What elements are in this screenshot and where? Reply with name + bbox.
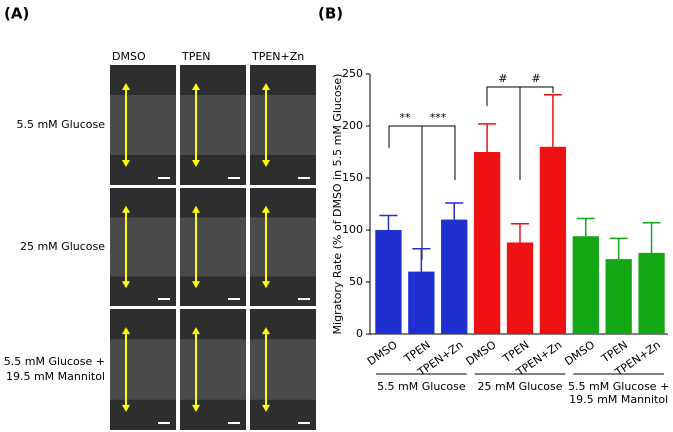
row-label: 5.5 mM Glucose + — [4, 355, 105, 368]
wound-gap — [110, 217, 176, 277]
significance: # — [498, 72, 507, 85]
significance: ** — [400, 111, 412, 124]
x-tick-label: DMSO — [365, 338, 400, 368]
row-label: 19.5 mM Mannitol — [6, 370, 105, 383]
bracket — [486, 86, 521, 180]
panel-label: (B) — [318, 5, 343, 23]
y-axis-label: Migratory Rate (% of DMSO in 5.5 mM Gluc… — [331, 74, 344, 335]
bracket — [422, 125, 456, 180]
bar — [441, 219, 468, 334]
bar — [605, 259, 632, 334]
wound-gap — [180, 95, 246, 155]
bar — [375, 230, 402, 334]
y-tick-label: 100 — [342, 223, 363, 236]
wound-gap — [180, 217, 246, 277]
panel-b: Migratory Rate (% of DMSO in 5.5 mM Gluc… — [331, 67, 669, 406]
row-label: 5.5 mM Glucose — [16, 118, 105, 131]
group-label: 25 mM Glucose — [477, 380, 562, 393]
y-tick-label: 150 — [342, 171, 363, 184]
row-label: 25 mM Glucose — [20, 240, 105, 253]
bracket — [388, 125, 423, 260]
panel-a: DMSO TPEN TPEN+Zn 5.5 mM Glucose 25 mM Gluco… — [4, 50, 316, 430]
bar — [473, 152, 501, 334]
group-label: 5.5 mM Glucose — [377, 380, 466, 393]
bar — [638, 252, 665, 334]
significance: # — [531, 72, 540, 85]
bracket — [520, 86, 554, 93]
column-label: TPEN — [181, 50, 211, 63]
bar — [506, 242, 534, 334]
bar — [539, 146, 567, 334]
y-tick-label: 0 — [356, 327, 363, 340]
wound-gap — [250, 217, 316, 277]
bar — [572, 236, 599, 334]
wound-gap — [180, 339, 246, 400]
wound-gap — [110, 339, 176, 400]
wound-gap — [110, 95, 176, 155]
group-label: 5.5 mM Glucose + — [568, 380, 669, 393]
wound-gap — [250, 339, 316, 400]
x-tick-label: DMSO — [464, 338, 499, 368]
x-tick-label: DMSO — [562, 338, 597, 368]
column-label: DMSO — [112, 50, 146, 63]
group-label: 19.5 mM Mannitol — [569, 393, 668, 406]
significance: *** — [430, 111, 447, 124]
y-tick-label: 200 — [342, 119, 363, 132]
panel-label: (A) — [4, 5, 29, 23]
y-tick-label: 250 — [342, 67, 363, 80]
bar — [408, 271, 435, 334]
y-tick-label: 50 — [349, 275, 363, 288]
wound-gap — [250, 95, 316, 155]
column-label: TPEN+Zn — [251, 50, 304, 63]
